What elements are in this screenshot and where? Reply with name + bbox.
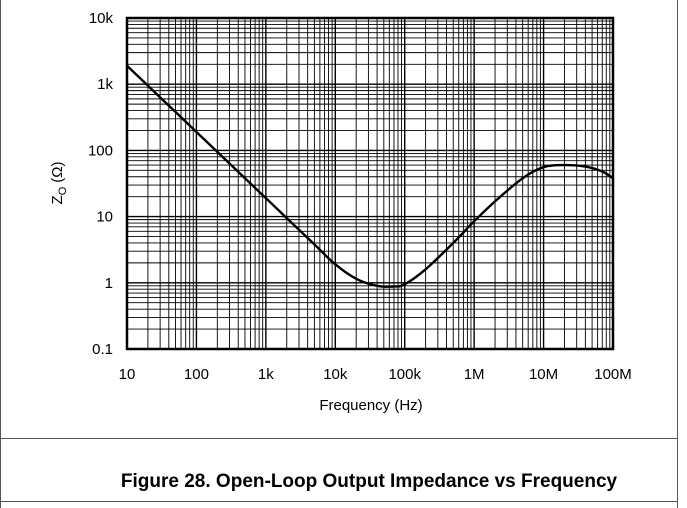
x-tick-label: 10k <box>323 366 348 383</box>
y-tick-label: 100 <box>88 142 113 159</box>
y-axis-label-subscript: O <box>57 186 69 195</box>
y-tick-label: 1k <box>97 76 113 93</box>
y-axis-label: ZO (Ω) <box>49 162 69 205</box>
plot-area-border <box>125 16 615 351</box>
y-axis-label-unit: (Ω) <box>49 162 66 183</box>
x-tick-label: 10M <box>529 366 558 383</box>
svg-text:ZO(Ω): ZO (Ω) <box>49 162 69 205</box>
x-axis-label: Frequency (Hz) <box>319 397 422 414</box>
impedance-series <box>125 64 615 288</box>
y-tick-labels: 0.1 1 10 100 1k 10k <box>88 10 114 358</box>
impedance-curve <box>125 64 615 288</box>
x-tick-label: 10 <box>119 366 136 383</box>
y-tick-label: 10k <box>89 10 114 27</box>
x-tick-labels: 10 100 1k 10k 100k 1M 10M 100M <box>119 366 632 383</box>
x-tick-label: 100k <box>388 366 421 383</box>
x-tick-label: 100 <box>184 366 209 383</box>
x-tick-label: 100M <box>594 366 632 383</box>
y-tick-label: 0.1 <box>92 341 113 358</box>
grid-lines <box>126 18 613 350</box>
y-tick-label: 10 <box>96 209 113 226</box>
y-tick-label: 1 <box>105 275 113 292</box>
x-tick-label: 1M <box>464 366 485 383</box>
y-axis-label-symbol: Z <box>49 195 66 204</box>
x-tick-label: 1k <box>258 366 274 383</box>
figure-caption: Figure 28. Open-Loop Output Impedance vs… <box>121 471 618 492</box>
